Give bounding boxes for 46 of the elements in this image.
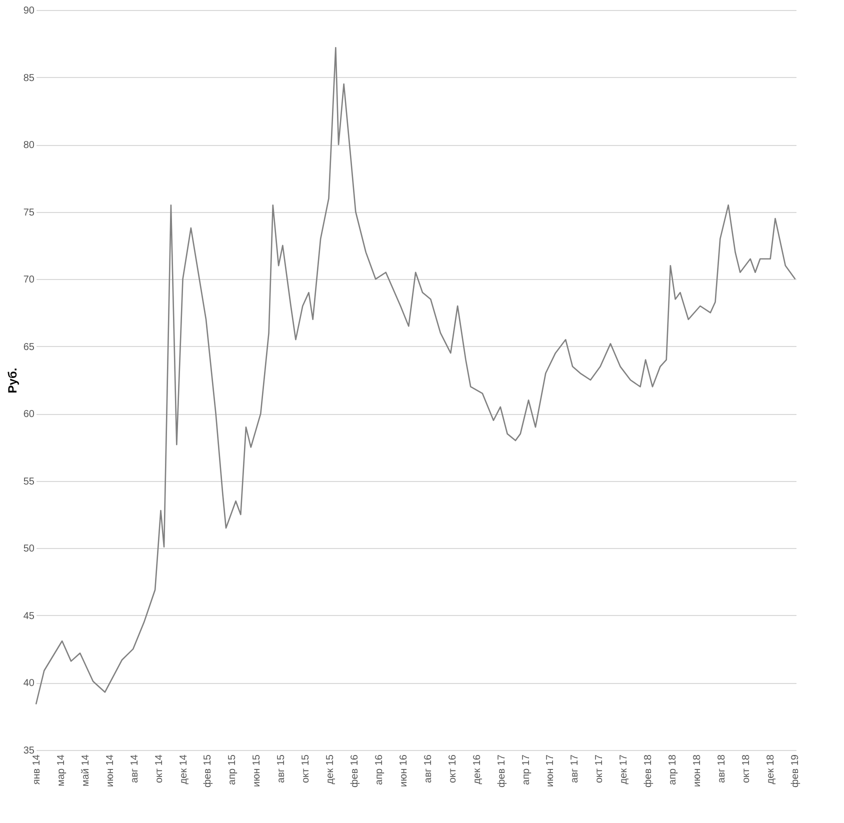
x-tick-label: июн 17: [545, 754, 556, 788]
x-tick-label: авг 18: [716, 754, 728, 783]
y-tick-label: 65: [23, 342, 35, 353]
y-tick-label: 60: [23, 409, 35, 420]
y-axis-title: Руб.: [5, 368, 20, 394]
x-tick-label: янв 14: [32, 754, 42, 785]
x-tick-label: окт 15: [300, 754, 312, 784]
y-tick-label: 85: [23, 72, 35, 84]
line-series: [35, 47, 796, 705]
y-tick-label: 75: [23, 207, 35, 218]
x-tick-label: окт 16: [447, 754, 458, 784]
x-tick-label: фев 19: [790, 754, 801, 788]
y-tick-label: 40: [23, 678, 35, 690]
x-tick-label: дек 16: [472, 754, 483, 784]
x-tick-label: апр 18: [668, 754, 679, 785]
y-tick-label: 35: [23, 746, 35, 756]
x-tick-label: апр 17: [520, 754, 532, 785]
x-tick-label: дек 14: [178, 754, 190, 784]
y-tick-label: 90: [23, 6, 35, 16]
y-tick-label: 70: [23, 274, 35, 286]
x-tick-label: мар 14: [56, 754, 67, 786]
x-tick-label: фев 18: [643, 754, 654, 788]
x-tick-label: авг 14: [129, 754, 140, 783]
x-tick-label: дек 17: [618, 754, 630, 784]
x-tick-label: фев 16: [350, 754, 361, 788]
x-tick-label: окт 17: [594, 754, 606, 784]
x-tick-label: июн 16: [398, 754, 410, 788]
x-tick-label: июн 18: [692, 754, 704, 788]
x-tick-label: апр 15: [227, 754, 238, 785]
x-tick-label: дек 18: [765, 754, 776, 784]
x-tick-label: авг 17: [570, 754, 581, 783]
x-tick-label: окт 14: [154, 754, 165, 784]
x-tick-label: авг 15: [276, 754, 288, 783]
y-tick-label: 55: [23, 476, 35, 488]
y-tick-label: 50: [23, 544, 35, 555]
x-tick-label: фев 17: [496, 754, 508, 788]
x-tick-label: дек 15: [325, 754, 336, 784]
x-tick-label: апр 16: [374, 754, 385, 785]
y-tick-label: 80: [23, 140, 35, 152]
x-tick-label: окт 18: [740, 754, 752, 784]
x-tick-label: авг 16: [422, 754, 434, 783]
x-tick-label: июн 14: [104, 754, 116, 788]
y-tick-label: 45: [23, 610, 35, 622]
x-tick-label: фев 15: [202, 754, 214, 788]
x-tick-label: июн 15: [252, 754, 263, 788]
x-tick-label: май 14: [80, 754, 92, 786]
